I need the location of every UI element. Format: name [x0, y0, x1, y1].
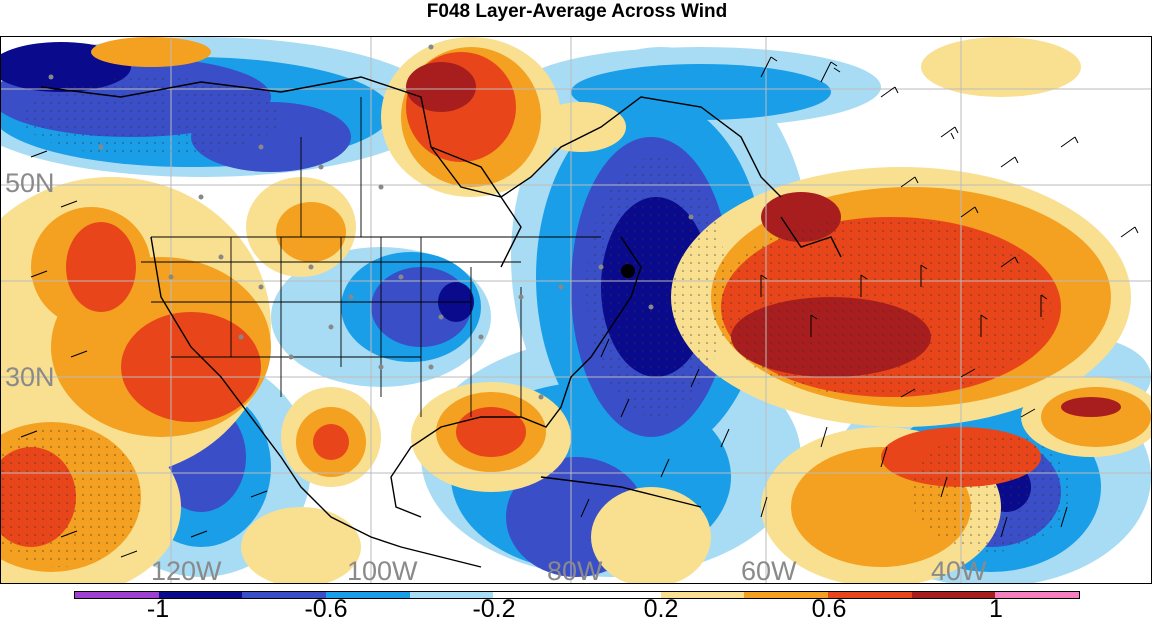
wind-field-map: [1, 37, 1151, 583]
colorbar-tick-label: 0.6: [811, 595, 847, 623]
lat-label-30n: 30N: [5, 362, 55, 392]
colorbar-segment: [75, 592, 159, 598]
colorbar-tick-label: 1: [989, 595, 1003, 623]
lon-label-60w: 60W: [741, 556, 797, 584]
map-title: F048 Layer-Average Across Wind: [426, 1, 728, 22]
wind-barbs: [20, 56, 1139, 558]
colorbar-tick-label: -0.2: [472, 595, 516, 623]
colorbar-segment: [409, 592, 494, 598]
graticule: [1, 37, 1151, 583]
colorbar-segment: [242, 592, 327, 598]
target-point-marker: [621, 264, 635, 278]
coastlines: [40, 76, 842, 568]
colorbar-tick-label: -0.6: [304, 595, 348, 623]
colorbar-segment: [326, 592, 410, 598]
colorbar-segment: [493, 592, 578, 598]
lon-label-100w: 100W: [347, 556, 418, 584]
lon-label-80w: 80W: [547, 556, 603, 584]
colorbar-segment: [995, 592, 1080, 598]
lon-label-40w: 40W: [931, 556, 987, 584]
lon-label-120w: 120W: [151, 556, 222, 584]
colorbar-segment: [660, 592, 745, 598]
colorbar-segment: [577, 592, 661, 598]
colorbar-segment: [828, 592, 912, 598]
state-borders: [141, 97, 601, 417]
colorbar: [74, 591, 1080, 599]
colorbar-segment: [744, 592, 829, 598]
lat-label-50n: 50N: [5, 168, 55, 198]
colorbar-tick-label: -1: [146, 595, 170, 623]
colorbar-tick-label: 0.2: [643, 595, 679, 623]
colorbar-segment: [911, 592, 996, 598]
map-panel: 50N 30N 120W 100W 80W 60W 40W: [0, 36, 1152, 584]
colorbar-segment: [158, 592, 243, 598]
station-markers: [48, 44, 694, 400]
stippling: [1, 77, 1071, 567]
